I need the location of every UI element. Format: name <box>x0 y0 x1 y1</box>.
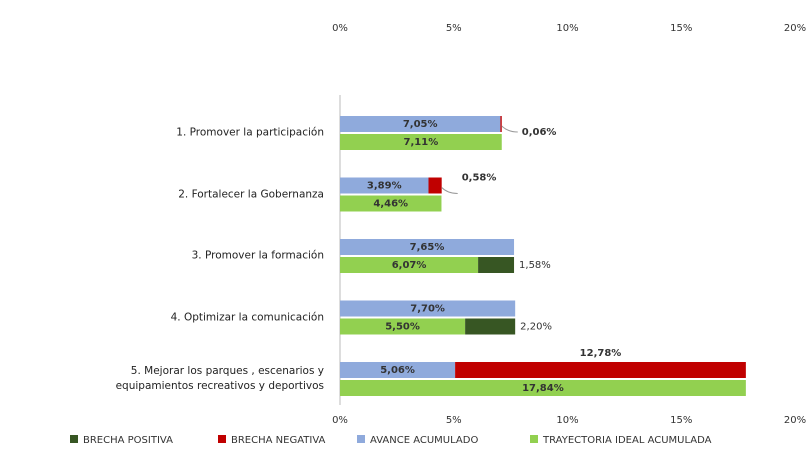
x-tick-label-top: 20% <box>784 23 806 34</box>
legend-label: BRECHA POSITIVA <box>83 435 173 446</box>
bar <box>340 195 442 212</box>
value-label: 7,65% <box>410 242 445 253</box>
bar <box>340 300 516 317</box>
x-tick-label-bottom: 20% <box>784 415 806 426</box>
bar <box>340 318 466 335</box>
bar <box>340 257 479 273</box>
category-label: 1. Promover la participación <box>176 126 324 139</box>
category-label: 4. Optimizar la comunicación <box>170 311 324 323</box>
bar <box>340 362 456 378</box>
value-label: 1,58% <box>519 260 551 271</box>
category-label: 2. Fortalecer la Gobernanza <box>178 188 324 200</box>
value-label: 17,84% <box>522 383 564 394</box>
value-label: 7,70% <box>410 304 445 315</box>
x-tick-label-bottom: 10% <box>556 415 578 426</box>
legend-swatch <box>357 435 365 443</box>
value-label: 2,20% <box>520 322 552 333</box>
leader-line <box>441 187 458 194</box>
value-label: 3,89% <box>367 181 402 192</box>
bar-segment <box>428 177 442 194</box>
bar <box>340 239 515 255</box>
x-tick-label-top: 15% <box>670 23 692 34</box>
value-label: 7,11% <box>404 137 439 148</box>
bar-segment <box>478 257 515 273</box>
category-label: 5. Mejorar los parques , escenarios y eq… <box>115 365 324 392</box>
x-tick-label-bottom: 5% <box>446 415 462 426</box>
value-label: 12,78% <box>580 348 622 359</box>
x-tick-label-top: 0% <box>332 23 348 34</box>
value-label: 4,46% <box>373 199 408 210</box>
legend-label: BRECHA NEGATIVA <box>231 435 326 446</box>
bar <box>340 380 746 396</box>
legend-swatch <box>530 435 538 443</box>
x-tick-label-top: 5% <box>446 23 462 34</box>
x-tick-label-top: 10% <box>556 23 578 34</box>
bar <box>340 177 429 194</box>
value-label: 5,50% <box>385 322 420 333</box>
x-tick-label-bottom: 0% <box>332 415 348 426</box>
legend-swatch <box>70 435 78 443</box>
legend-label: AVANCE ACUMULADO <box>370 435 478 446</box>
value-label: 0,06% <box>522 127 557 138</box>
value-label: 6,07% <box>392 260 427 271</box>
bar-segment <box>455 362 746 378</box>
value-label: 0,58% <box>462 173 497 184</box>
bar-segment <box>500 116 502 132</box>
bar <box>340 134 502 150</box>
legend-label: TRAYECTORIA IDEAL ACUMULADA <box>542 435 712 446</box>
leader-line <box>501 125 518 133</box>
x-tick-label-bottom: 15% <box>670 415 692 426</box>
bar <box>340 116 501 132</box>
legend-swatch <box>218 435 226 443</box>
bar-segment <box>465 318 516 335</box>
value-label: 5,06% <box>380 365 415 376</box>
value-label: 7,05% <box>403 119 438 130</box>
category-label: 3. Promover la formación <box>191 249 324 262</box>
